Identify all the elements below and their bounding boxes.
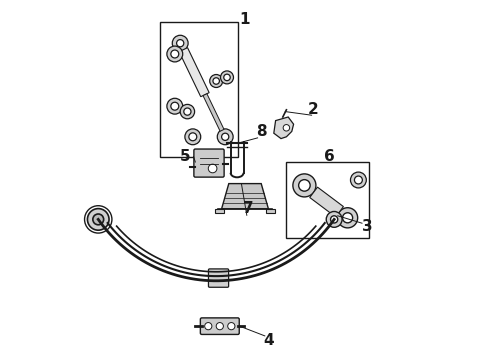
Circle shape xyxy=(208,164,217,173)
Polygon shape xyxy=(310,187,343,217)
Circle shape xyxy=(171,50,179,58)
Circle shape xyxy=(354,176,363,184)
Circle shape xyxy=(338,208,358,228)
Text: 1: 1 xyxy=(240,12,250,27)
Polygon shape xyxy=(203,94,224,131)
Circle shape xyxy=(283,125,290,131)
Circle shape xyxy=(213,78,220,84)
Circle shape xyxy=(93,214,104,225)
Polygon shape xyxy=(274,117,294,139)
Circle shape xyxy=(298,180,310,191)
Text: 7: 7 xyxy=(244,201,254,216)
Text: 4: 4 xyxy=(263,333,274,348)
Circle shape xyxy=(185,129,201,145)
Circle shape xyxy=(210,75,222,87)
FancyBboxPatch shape xyxy=(208,269,229,287)
Circle shape xyxy=(220,71,233,84)
Circle shape xyxy=(167,46,183,62)
Text: 2: 2 xyxy=(308,102,319,117)
Circle shape xyxy=(224,74,230,81)
Text: 6: 6 xyxy=(324,149,335,164)
Circle shape xyxy=(171,102,179,110)
Circle shape xyxy=(293,174,316,197)
Bar xyxy=(215,209,224,213)
FancyBboxPatch shape xyxy=(200,318,239,334)
Polygon shape xyxy=(221,184,269,209)
Bar xyxy=(266,209,275,213)
Circle shape xyxy=(343,213,353,223)
Circle shape xyxy=(228,323,235,330)
Circle shape xyxy=(217,129,233,145)
Text: 5: 5 xyxy=(180,149,191,164)
Text: 3: 3 xyxy=(362,219,373,234)
Circle shape xyxy=(167,98,183,114)
Bar xyxy=(160,22,238,157)
Circle shape xyxy=(189,133,197,141)
Polygon shape xyxy=(179,48,209,97)
Circle shape xyxy=(176,40,184,47)
Circle shape xyxy=(180,104,195,119)
Circle shape xyxy=(331,216,338,223)
Bar xyxy=(286,162,369,238)
Circle shape xyxy=(87,208,109,230)
Circle shape xyxy=(184,108,191,115)
Circle shape xyxy=(350,172,367,188)
Circle shape xyxy=(326,211,342,227)
Circle shape xyxy=(172,35,188,51)
Circle shape xyxy=(216,323,223,330)
FancyBboxPatch shape xyxy=(194,149,224,177)
Circle shape xyxy=(205,323,212,330)
Circle shape xyxy=(221,133,229,140)
Text: 8: 8 xyxy=(256,124,267,139)
